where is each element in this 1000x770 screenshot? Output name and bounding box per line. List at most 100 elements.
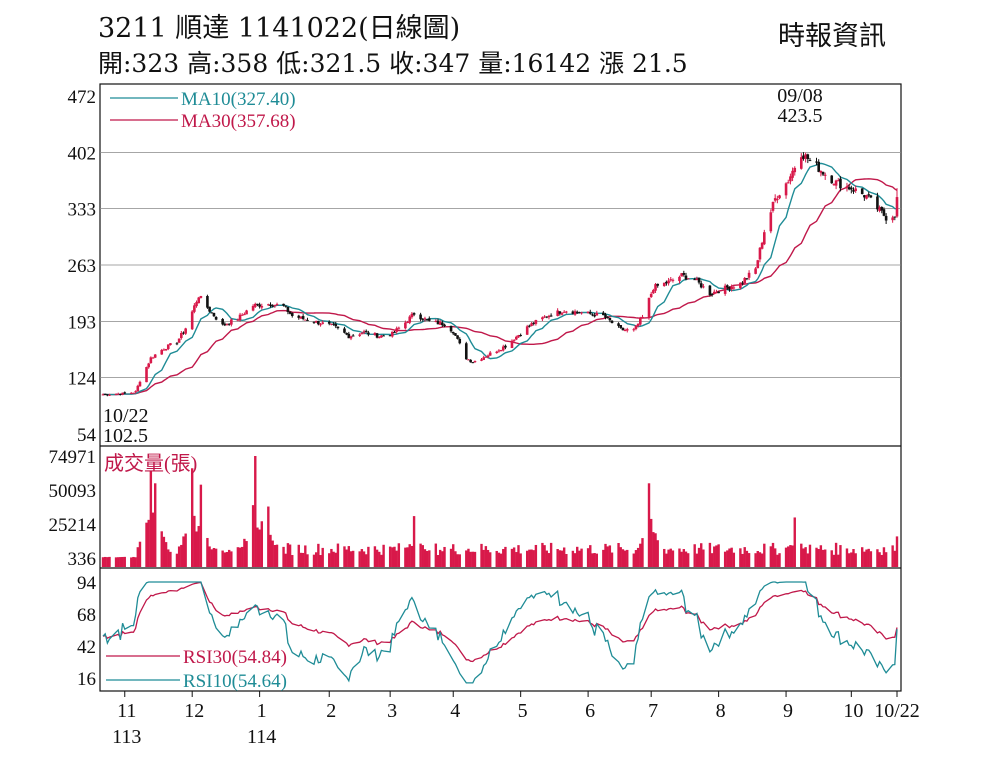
candle-body (421, 318, 425, 320)
volume-bar (606, 546, 609, 567)
candle-body (458, 338, 462, 344)
candle-body (786, 182, 790, 184)
volume-bar (784, 547, 788, 567)
candle-body (136, 385, 140, 392)
volume-bar (336, 543, 340, 567)
candle-body (406, 321, 409, 324)
candle-body (454, 333, 457, 336)
volume-bar (804, 547, 807, 567)
candle-body (480, 359, 483, 361)
candle-body (769, 212, 773, 232)
candle-body (147, 363, 150, 368)
volume-bar (175, 553, 179, 567)
volume-bar (519, 553, 522, 567)
candle-body (791, 170, 794, 178)
candle-body (258, 304, 261, 307)
volume-bar (304, 545, 307, 567)
candle-body (639, 318, 642, 325)
candle-body (330, 323, 333, 325)
volume-bar (512, 547, 516, 567)
volume-bar (397, 543, 401, 567)
candle-body (558, 311, 562, 314)
volume-tick-label: 25214 (49, 515, 97, 536)
volume-bar (391, 547, 394, 567)
candle-body (434, 320, 438, 322)
volume-bar (197, 526, 200, 567)
candle-body (669, 279, 673, 281)
source-label: 時報資訊 (778, 21, 886, 52)
volume-bar (808, 544, 812, 567)
candle-body (850, 187, 853, 190)
volume-bar (626, 549, 629, 567)
candle-body (273, 305, 277, 307)
candle-body (604, 314, 607, 318)
volume-bar (267, 506, 270, 567)
volume-bar (824, 549, 827, 567)
volume-bar (358, 551, 361, 567)
volume-bar (680, 551, 683, 567)
candle-body (271, 305, 274, 307)
volume-bar (321, 547, 324, 567)
volume-bar (367, 546, 370, 567)
candle-body (517, 335, 520, 338)
candle-body (808, 160, 812, 162)
volume-bar (306, 554, 309, 567)
volume-bar (854, 553, 857, 567)
volume-bar (210, 549, 213, 567)
rsi-tick-label: 42 (77, 637, 96, 658)
candle-body (227, 323, 231, 325)
volume-bar (471, 551, 475, 567)
candle-body (282, 303, 285, 306)
volume-bar (319, 555, 322, 567)
candle-body (299, 316, 303, 319)
volume-bar (182, 536, 185, 567)
volume-bar (769, 546, 773, 567)
candle-body (745, 278, 749, 280)
candle-body (656, 283, 660, 286)
candle-body (652, 290, 655, 294)
volume-bar (562, 547, 566, 567)
volume-bar (502, 549, 505, 567)
volume-bar (678, 548, 681, 567)
volume-bar (717, 544, 720, 567)
volume-bar (578, 550, 581, 567)
candle-body (210, 312, 214, 314)
candle-body (654, 284, 657, 291)
volume-bar (425, 550, 429, 567)
candle-body (610, 320, 614, 324)
volume-bar (549, 542, 553, 567)
volume-bar (343, 546, 346, 567)
volume-bar (758, 552, 762, 567)
candle-body (743, 278, 747, 284)
candle-body (588, 311, 592, 314)
candle-body (678, 276, 681, 281)
x-month-label: 6 (585, 700, 595, 722)
candle-body (793, 167, 797, 173)
volume-bar (349, 551, 353, 567)
candle-body (647, 297, 651, 318)
candle-body (741, 282, 744, 284)
candle-body (510, 340, 514, 348)
candle-body (836, 180, 840, 182)
ma10-legend-label: MA10(327.40) (181, 89, 296, 110)
candle-body (223, 323, 227, 326)
volume-bar (632, 553, 635, 567)
volume-bar (495, 550, 498, 567)
candle-body (504, 345, 507, 348)
volume-bar (284, 553, 287, 567)
candle-body (169, 343, 172, 346)
candle-body (164, 348, 168, 351)
candle-body (541, 317, 544, 320)
volume-bar (713, 546, 716, 567)
volume-bar (180, 544, 183, 567)
volume-bar (730, 547, 733, 567)
volume-bar (206, 537, 209, 567)
candle-body (321, 322, 325, 324)
chart-title: 3211 順達 1141022(日線圖) (98, 13, 461, 44)
candle-body (625, 329, 629, 331)
candle-body (867, 194, 871, 196)
candle-body (132, 392, 135, 394)
volume-bar (114, 557, 118, 567)
candle-body (145, 367, 148, 383)
candle-body (306, 319, 309, 321)
